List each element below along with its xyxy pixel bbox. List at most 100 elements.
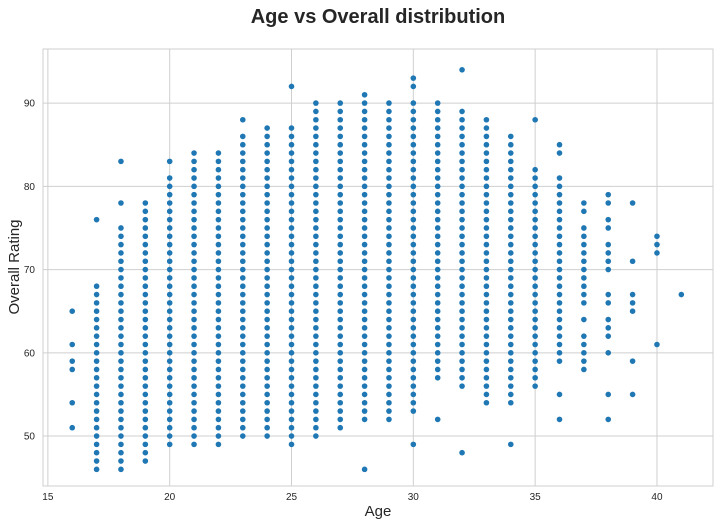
scatter-point: [605, 241, 612, 248]
scatter-point: [288, 308, 295, 315]
scatter-point: [434, 283, 441, 290]
scatter-point: [288, 341, 295, 348]
scatter-point: [483, 366, 490, 373]
scatter-point: [313, 133, 319, 140]
scatter-point: [434, 325, 441, 331]
scatter-point: [361, 241, 368, 248]
scatter-point: [239, 374, 246, 381]
scatter-point: [361, 133, 368, 140]
scatter-point: [507, 275, 514, 281]
scatter-point: [410, 399, 417, 406]
scatter-point: [118, 225, 124, 231]
scatter-point: [483, 241, 490, 248]
scatter-point: [337, 233, 344, 240]
scatter-point: [629, 358, 636, 364]
x-tick-label: 15: [42, 492, 54, 503]
scatter-point: [142, 383, 149, 389]
scatter-point: [459, 358, 465, 364]
scatter-point: [507, 316, 514, 323]
scatter-point: [556, 300, 563, 306]
scatter-point: [264, 408, 270, 414]
scatter-point: [288, 333, 295, 339]
scatter-point: [605, 250, 612, 256]
scatter-point: [410, 341, 417, 348]
scatter-point: [166, 291, 173, 298]
scatter-point: [239, 208, 246, 215]
scatter-point: [361, 250, 368, 256]
scatter-point: [239, 233, 246, 240]
scatter-point: [191, 275, 197, 281]
scatter-point: [264, 291, 270, 298]
scatter-point: [386, 275, 392, 281]
scatter-point: [93, 291, 100, 298]
scatter-point: [288, 399, 295, 406]
scatter-point: [166, 441, 173, 448]
scatter-point: [288, 366, 295, 373]
scatter-point: [532, 333, 538, 339]
scatter-point: [507, 225, 514, 231]
scatter-point: [239, 416, 246, 423]
scatter-point: [264, 358, 270, 364]
scatter-point: [264, 250, 270, 256]
scatter-point: [215, 333, 222, 339]
scatter-point: [215, 441, 222, 448]
scatter-point: [313, 108, 319, 115]
scatter-point: [337, 283, 344, 290]
scatter-point: [459, 366, 465, 373]
scatter-point: [459, 374, 465, 381]
scatter-point: [313, 250, 319, 256]
scatter-point: [386, 166, 392, 173]
scatter-point: [361, 175, 368, 181]
scatter-point: [118, 300, 124, 306]
scatter-point: [166, 241, 173, 248]
scatter-point: [215, 250, 222, 256]
scatter-point: [410, 175, 417, 181]
scatter-point: [483, 300, 490, 306]
scatter-point: [434, 366, 441, 373]
scatter-point: [191, 225, 197, 231]
scatter-point: [410, 150, 417, 156]
scatter-point: [239, 200, 246, 206]
scatter-point: [507, 399, 514, 406]
scatter-point: [410, 283, 417, 290]
scatter-point: [191, 391, 197, 398]
scatter-point: [93, 325, 100, 331]
scatter-point: [191, 424, 197, 431]
scatter-point: [434, 341, 441, 348]
scatter-point: [118, 283, 124, 290]
scatter-point: [386, 283, 392, 290]
scatter-point: [239, 266, 246, 273]
scatter-point: [434, 350, 441, 356]
scatter-point: [361, 141, 368, 148]
scatter-point: [532, 200, 538, 206]
scatter-point: [459, 216, 465, 223]
scatter-point: [313, 283, 319, 290]
scatter-point: [556, 350, 563, 356]
scatter-point: [264, 133, 270, 140]
scatter-point: [215, 424, 222, 431]
scatter-point: [239, 433, 246, 439]
scatter-point: [581, 200, 587, 206]
scatter-point: [191, 191, 197, 198]
scatter-point: [532, 350, 538, 356]
scatter-point: [288, 250, 295, 256]
scatter-point: [507, 308, 514, 315]
scatter-point: [264, 166, 270, 173]
scatter-point: [556, 258, 563, 265]
scatter-point: [507, 350, 514, 356]
scatter-point: [386, 291, 392, 298]
scatter-point: [313, 241, 319, 248]
scatter-point: [459, 208, 465, 215]
scatter-point: [118, 383, 124, 389]
scatter-point: [337, 291, 344, 298]
scatter-point: [142, 424, 149, 431]
scatter-point: [118, 241, 124, 248]
scatter-point: [93, 391, 100, 398]
scatter-point: [288, 433, 295, 439]
scatter-point: [166, 283, 173, 290]
scatter-point: [605, 333, 612, 339]
scatter-point: [483, 141, 490, 148]
scatter-point: [337, 191, 344, 198]
scatter-point: [93, 449, 100, 456]
scatter-point: [288, 316, 295, 323]
